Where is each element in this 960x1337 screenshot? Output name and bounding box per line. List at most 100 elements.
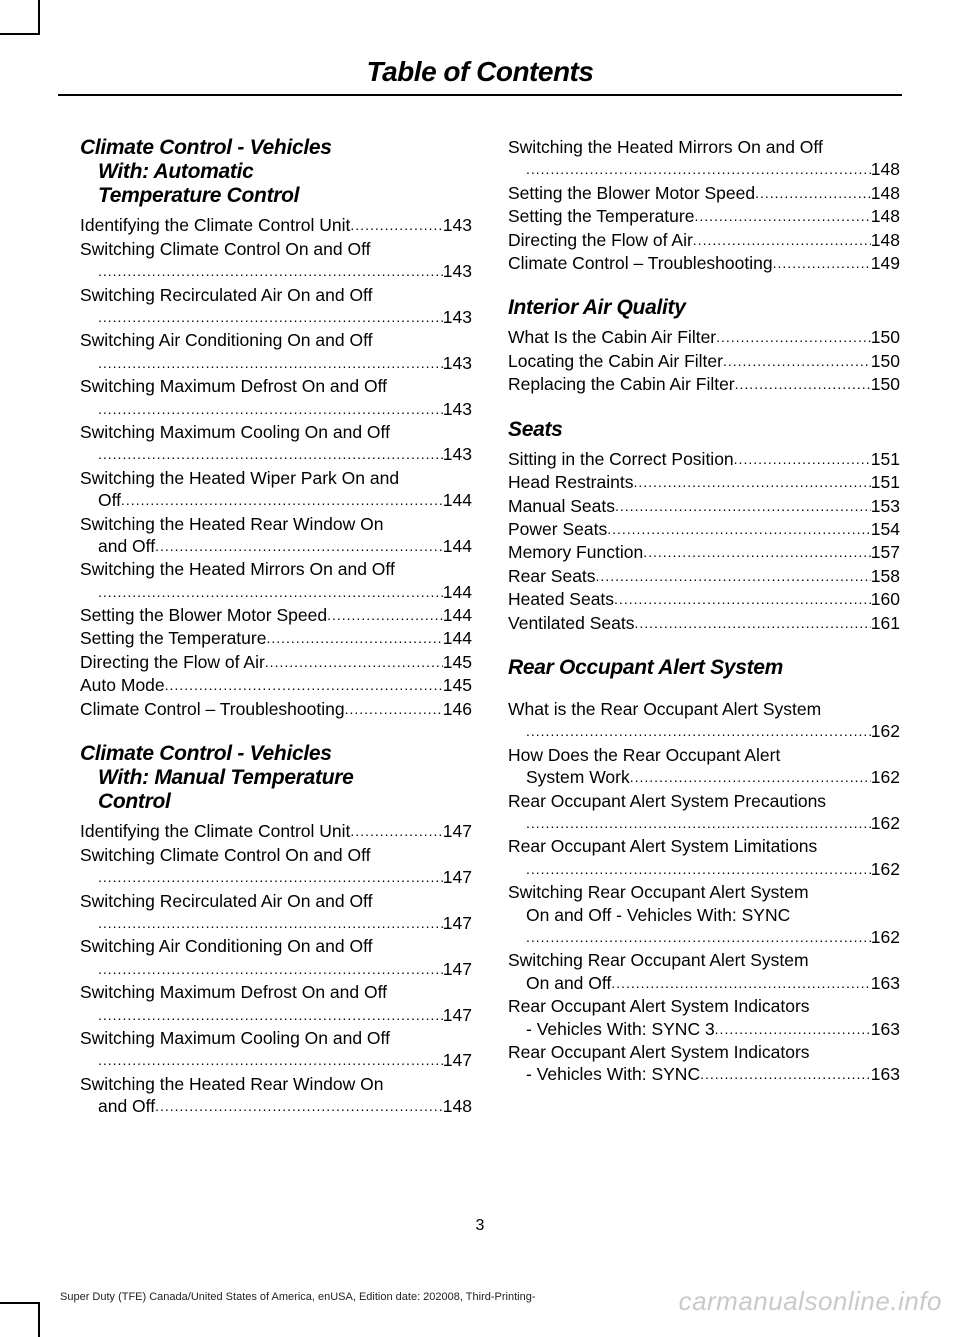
toc-entry: Directing the Flow of Air145 bbox=[80, 651, 472, 673]
toc-cont: and Off148 bbox=[80, 1095, 472, 1117]
toc-label: Switching Maximum Defrost On and Off bbox=[80, 375, 472, 397]
toc-page: 148 bbox=[871, 182, 900, 204]
toc-page: 151 bbox=[871, 448, 900, 470]
toc-page: 162 bbox=[871, 720, 900, 742]
toc-label: Identifying the Climate Control Unit bbox=[80, 820, 350, 842]
toc-page: 150 bbox=[871, 373, 900, 395]
toc-entry: Heated Seats 160 bbox=[508, 588, 900, 610]
toc-page: 160 bbox=[871, 588, 900, 610]
toc-entry: Switching Air Conditioning On and Off147 bbox=[80, 935, 472, 980]
toc-label: Setting the Temperature bbox=[80, 627, 266, 649]
toc-entry: Switching the Heated Rear Window Onand O… bbox=[80, 1073, 472, 1118]
toc-cont: 148 bbox=[508, 158, 900, 180]
toc-entry: Switching Maximum Defrost On and Off147 bbox=[80, 981, 472, 1026]
toc-label: Memory Function bbox=[508, 541, 643, 563]
toc-entry: Ventilated Seats161 bbox=[508, 612, 900, 634]
toc-page: 162 bbox=[871, 812, 900, 834]
toc-page: 150 bbox=[871, 350, 900, 372]
toc-label: Setting the Temperature bbox=[508, 205, 694, 227]
toc-label: Rear Occupant Alert System Indicators bbox=[508, 995, 900, 1017]
toc-label: Climate Control – Troubleshooting bbox=[508, 252, 773, 274]
toc-page: 158 bbox=[871, 565, 900, 587]
toc-cont: - Vehicles With: SYNC 3163 bbox=[508, 1018, 900, 1040]
section-title: Rear Occupant Alert System bbox=[508, 656, 900, 680]
section-title: Seats bbox=[508, 418, 900, 442]
toc-label: Rear Seats bbox=[508, 565, 596, 587]
toc-label: Rear Occupant Alert System Limitations bbox=[508, 835, 900, 857]
toc-label: Switching Maximum Cooling On and Off bbox=[80, 1027, 472, 1049]
right-column: Switching the Heated Mirrors On and Off1… bbox=[508, 136, 900, 1119]
toc-page: 144 bbox=[443, 535, 472, 557]
toc-entry: What is the Rear Occupant Alert System16… bbox=[508, 698, 900, 743]
toc-label: Switching Maximum Defrost On and Off bbox=[80, 981, 472, 1003]
toc-entry: Switching Recirculated Air On and Off143 bbox=[80, 284, 472, 329]
toc-label: Rear Occupant Alert System Indicators bbox=[508, 1041, 900, 1063]
toc-cont: 143 bbox=[80, 443, 472, 465]
toc-page: 146 bbox=[443, 698, 472, 720]
toc-entry: What Is the Cabin Air Filter 150 bbox=[508, 326, 900, 348]
crop-mark-bl bbox=[0, 1302, 40, 1337]
toc-label: Switching the Heated Wiper Park On and bbox=[80, 467, 472, 489]
toc-entry: Switching the Heated Wiper Park On andOf… bbox=[80, 467, 472, 512]
toc-label: Sitting in the Correct Position bbox=[508, 448, 734, 470]
toc-page: 147 bbox=[443, 1049, 472, 1071]
toc-entry: Directing the Flow of Air148 bbox=[508, 229, 900, 251]
toc-page: 153 bbox=[871, 495, 900, 517]
toc-entry: Rear Occupant Alert System Precautions16… bbox=[508, 790, 900, 835]
toc-entry: Switching Rear Occupant Alert SystemOn a… bbox=[508, 881, 900, 948]
toc-page: 144 bbox=[443, 581, 472, 603]
toc-entry: Switching Rear Occupant Alert SystemOn a… bbox=[508, 949, 900, 994]
toc-label: Switching Climate Control On and Off bbox=[80, 238, 472, 260]
toc-page: 163 bbox=[871, 972, 900, 994]
toc-cont: 143 bbox=[80, 352, 472, 374]
crop-mark-tl bbox=[0, 0, 40, 35]
toc-label: Locating the Cabin Air Filter bbox=[508, 350, 723, 372]
toc-entry: Setting the Temperature 144 bbox=[80, 627, 472, 649]
toc-page: 144 bbox=[443, 489, 472, 511]
toc-page: 163 bbox=[871, 1063, 900, 1085]
toc-label: Switching Maximum Cooling On and Off bbox=[80, 421, 472, 443]
toc-entry: How Does the Rear Occupant AlertSystem W… bbox=[508, 744, 900, 789]
toc-page: 144 bbox=[443, 627, 472, 649]
toc-entry: Switching Climate Control On and Off143 bbox=[80, 238, 472, 283]
toc-cont: 143 bbox=[80, 398, 472, 420]
toc-entry: Switching the Heated Rear Window Onand O… bbox=[80, 513, 472, 558]
header-title: Table of Contents bbox=[0, 56, 960, 88]
toc-page: 148 bbox=[871, 205, 900, 227]
toc-entry: Rear Occupant Alert System Indicators- V… bbox=[508, 995, 900, 1040]
toc-label: Setting the Blower Motor Speed bbox=[508, 182, 755, 204]
section-title: Climate Control - VehiclesWith: Manual T… bbox=[80, 742, 472, 814]
toc-entry: Sitting in the Correct Position 151 bbox=[508, 448, 900, 470]
toc-cont: 143 bbox=[80, 260, 472, 282]
toc-page: 149 bbox=[871, 252, 900, 274]
toc-label: Switching the Heated Rear Window On bbox=[80, 513, 472, 535]
toc-page: 143 bbox=[443, 352, 472, 374]
toc-entry: Auto Mode145 bbox=[80, 674, 472, 696]
toc-cont: Off144 bbox=[80, 489, 472, 511]
toc-cont: and Off144 bbox=[80, 535, 472, 557]
toc-label: What Is the Cabin Air Filter bbox=[508, 326, 716, 348]
toc-label: What is the Rear Occupant Alert System bbox=[508, 698, 900, 720]
toc-entry: Switching Climate Control On and Off147 bbox=[80, 844, 472, 889]
toc-page: 163 bbox=[871, 1018, 900, 1040]
toc-cont: On and Off - Vehicles With: SYNC bbox=[508, 904, 900, 926]
toc-entry: Switching Maximum Cooling On and Off147 bbox=[80, 1027, 472, 1072]
toc-page: 145 bbox=[443, 651, 472, 673]
section-title: Interior Air Quality bbox=[508, 296, 900, 320]
toc-label: Replacing the Cabin Air Filter bbox=[508, 373, 735, 395]
toc-label: Power Seats bbox=[508, 518, 607, 540]
toc-entry: Switching Air Conditioning On and Off143 bbox=[80, 329, 472, 374]
toc-page: 150 bbox=[871, 326, 900, 348]
left-column: Climate Control - VehiclesWith: Automati… bbox=[80, 136, 472, 1119]
toc-cont: 162 bbox=[508, 858, 900, 880]
toc-entry: Climate Control – Troubleshooting 149 bbox=[508, 252, 900, 274]
page-header: Table of Contents bbox=[0, 0, 960, 88]
toc-entry: Rear Occupant Alert System Limitations16… bbox=[508, 835, 900, 880]
toc-entry: Switching Recirculated Air On and Off147 bbox=[80, 890, 472, 935]
toc-entry: Rear Occupant Alert System Indicators- V… bbox=[508, 1041, 900, 1086]
toc-page: 147 bbox=[443, 912, 472, 934]
toc-label: Ventilated Seats bbox=[508, 612, 634, 634]
toc-label: Heated Seats bbox=[508, 588, 614, 610]
toc-label: Setting the Blower Motor Speed bbox=[80, 604, 327, 626]
toc-label: Rear Occupant Alert System Precautions bbox=[508, 790, 900, 812]
